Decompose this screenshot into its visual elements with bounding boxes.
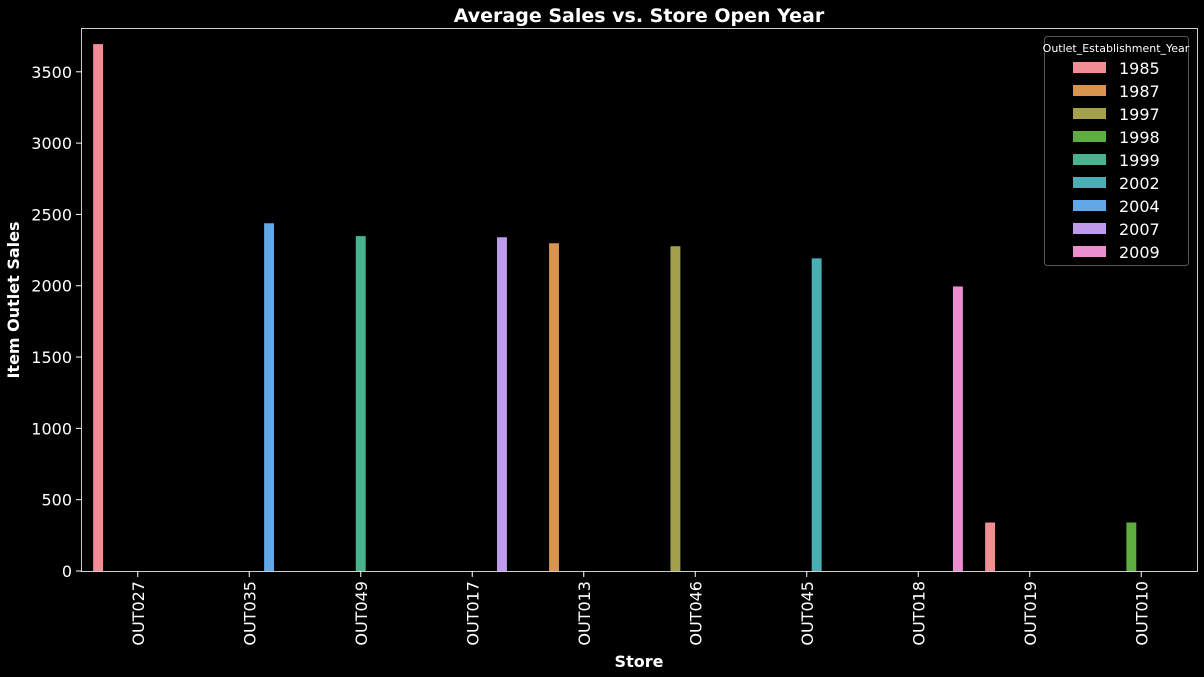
y-tick-label: 3500 — [31, 63, 72, 82]
bar-2007-OUT017 — [497, 237, 507, 571]
legend-swatch-1985 — [1073, 62, 1106, 73]
legend-swatch-2009 — [1073, 246, 1106, 257]
x-tick-label: OUT046 — [686, 581, 705, 646]
legend-label-1987: 1987 — [1119, 82, 1160, 101]
legend-label-1985: 1985 — [1119, 59, 1160, 78]
y-tick-label: 3000 — [31, 134, 72, 153]
legend-label-1999: 1999 — [1119, 151, 1160, 170]
y-axis: 0 500 1000 1500 2000 2500 3000 3500 — [31, 63, 82, 581]
y-tick-label: 1500 — [31, 348, 72, 367]
legend-label-1997: 1997 — [1119, 105, 1160, 124]
bar-2002-OUT045 — [812, 258, 822, 571]
bar-1998-OUT010 — [1126, 523, 1136, 571]
x-tick-label: OUT019 — [1021, 581, 1040, 646]
x-axis: OUT027 OUT035 OUT049 OUT017 OUT013 OUT046 OUT0… — [129, 571, 1152, 646]
x-tick-label: OUT049 — [352, 581, 371, 646]
bars-group — [93, 44, 1136, 571]
legend-swatch-1998 — [1073, 131, 1106, 142]
y-tick-label: 500 — [41, 491, 72, 510]
legend-swatch-2004 — [1073, 200, 1106, 211]
x-tick-label: OUT018 — [909, 581, 928, 646]
bar-1987-OUT013 — [549, 243, 559, 571]
legend-swatch-2007 — [1073, 223, 1106, 234]
legend-label-2009: 2009 — [1119, 243, 1160, 262]
x-tick-label: OUT013 — [575, 581, 594, 646]
x-tick-label: OUT017 — [463, 581, 482, 646]
legend-swatch-2002 — [1073, 177, 1106, 188]
y-tick-label: 1000 — [31, 419, 72, 438]
legend-swatch-1999 — [1073, 154, 1106, 165]
bar-2004-OUT035 — [264, 223, 274, 571]
legend-swatch-1997 — [1073, 108, 1106, 119]
y-axis-label: Item Outlet Sales — [4, 221, 23, 378]
legend-frame — [1045, 37, 1189, 266]
x-tick-label: OUT035 — [240, 581, 259, 646]
y-tick-label: 2500 — [31, 205, 72, 224]
y-tick-label: 2000 — [31, 277, 72, 296]
y-tick-label: 0 — [62, 562, 72, 581]
plot-frame — [82, 29, 1198, 572]
x-tick-label: OUT010 — [1132, 581, 1151, 646]
x-tick-label: OUT045 — [798, 581, 817, 646]
legend: Outlet_Establishment_Year 1985 1987 1997 19… — [1043, 37, 1190, 266]
legend-swatch-1987 — [1073, 85, 1106, 96]
chart-title: Average Sales vs. Store Open Year — [454, 5, 825, 27]
legend-title: Outlet_Establishment_Year — [1043, 42, 1190, 55]
legend-label-1998: 1998 — [1119, 128, 1160, 147]
x-tick-label: OUT027 — [129, 581, 148, 646]
legend-label-2004: 2004 — [1119, 197, 1160, 216]
bar-1999-OUT049 — [356, 236, 366, 571]
x-axis-label: Store — [615, 652, 664, 671]
bar-1985-OUT019 — [985, 523, 995, 571]
bar-1985-OUT027 — [93, 44, 103, 571]
bar-1997-OUT046 — [670, 246, 680, 571]
bar-2009-OUT018 — [953, 286, 963, 571]
legend-label-2002: 2002 — [1119, 174, 1160, 193]
legend-label-2007: 2007 — [1119, 220, 1160, 239]
